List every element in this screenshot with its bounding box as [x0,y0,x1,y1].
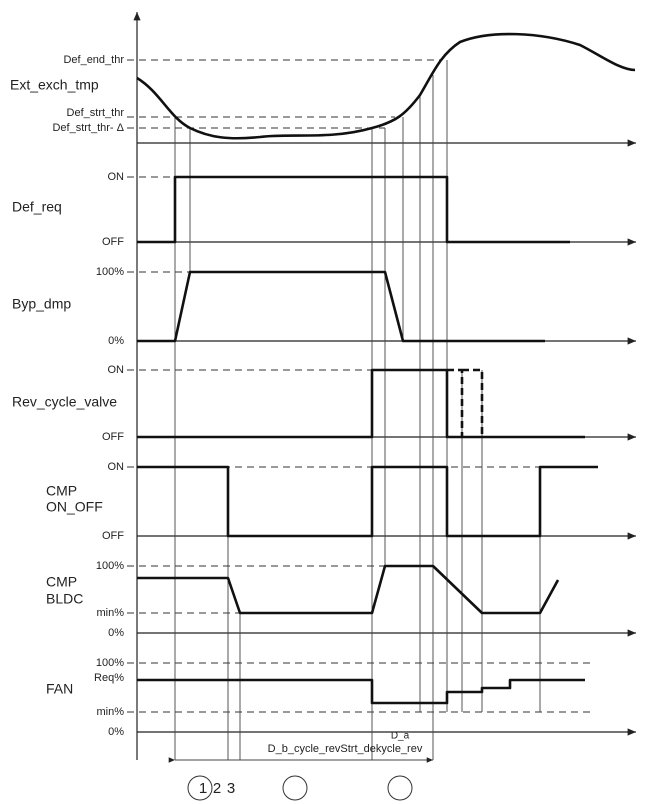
level-label: 0% [108,627,124,639]
timing-label: D_a [391,731,410,742]
level-label: OFF [102,431,124,443]
signal-names: Ext_exch_tmp Def_req Byp_dmp Rev_cycle_v… [10,77,117,697]
dimension-arrows [168,757,433,801]
level-label: OFF [102,530,124,542]
signal-name: FAN [46,681,73,697]
step-number: 3 [227,780,235,797]
timing-labels: D_b_cycle_revStrt_dekycle_rev D_a 1 2 3 [199,731,423,797]
level-label: ON [108,461,125,473]
signal-name: CMP [46,574,77,590]
signal-name: CMP [46,483,77,499]
timing-label: D_b_cycle_revStrt_dekycle_rev [268,743,423,755]
step-number: 2 [213,780,221,797]
signal-name: ON_OFF [46,499,103,515]
level-label: Req% [94,672,124,684]
level-label: min% [96,607,124,619]
level-label: min% [96,706,124,718]
step-number: 1 [199,780,207,797]
level-label: 100% [96,266,124,278]
level-labels: Def_end_thr Def_strt_thr Def_strt_thr- Δ… [52,54,124,738]
level-label: Def_strt_thr- Δ [52,122,124,134]
level-label: 100% [96,657,124,669]
level-label: 0% [108,335,124,347]
signal-name: Rev_cycle_valve [12,394,117,410]
level-label: 0% [108,726,124,738]
signal-name: Ext_exch_tmp [10,77,99,93]
level-label: Def_strt_thr [67,107,125,119]
threshold-lines [127,59,598,713]
signals [136,32,636,705]
level-label: 100% [96,560,124,572]
signal-name: BLDC [46,591,83,607]
level-label: ON [108,171,125,183]
level-label: Def_end_thr [63,54,124,66]
level-label: OFF [102,236,124,248]
signal-name: Byp_dmp [12,296,71,312]
signal-name: Def_req [12,199,62,215]
level-label: ON [108,364,125,376]
time-markers [174,60,541,760]
